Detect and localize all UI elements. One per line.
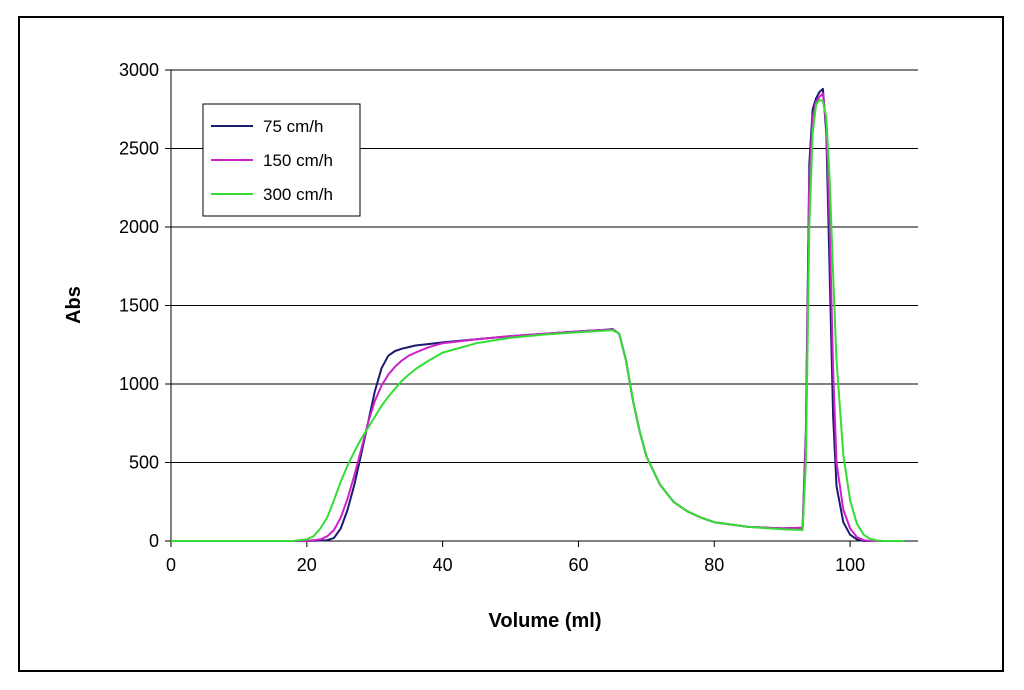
x-tick-label: 20 [297, 555, 317, 575]
y-tick-label: 3000 [119, 60, 159, 80]
legend: 75 cm/h 150 cm/h 300 cm/h [202, 103, 361, 217]
legend-label-3: 300 cm/h [263, 185, 333, 204]
y-tick-label: 1000 [119, 374, 159, 394]
x-tick-label: 40 [433, 555, 453, 575]
legend-label-2: 150 cm/h [263, 151, 333, 170]
chart-frame [18, 16, 1004, 672]
x-tick-label: 100 [835, 555, 865, 575]
y-tick-label: 0 [149, 531, 159, 551]
series-lines [171, 87, 905, 542]
x-tick-label: 80 [704, 555, 724, 575]
x-tick-label: 60 [568, 555, 588, 575]
series-line-3 [171, 98, 905, 542]
y-tick-label: 1500 [119, 296, 159, 316]
y-tick-label: 500 [129, 453, 159, 473]
x-axis-title: Volume (ml) [489, 610, 602, 632]
y-tick-label: 2000 [119, 217, 159, 237]
y-axis-title: Abs [63, 286, 85, 324]
x-tick-label: 0 [166, 555, 176, 575]
legend-label-1: 75 cm/h [263, 117, 323, 136]
y-tick-label: 2500 [119, 139, 159, 159]
